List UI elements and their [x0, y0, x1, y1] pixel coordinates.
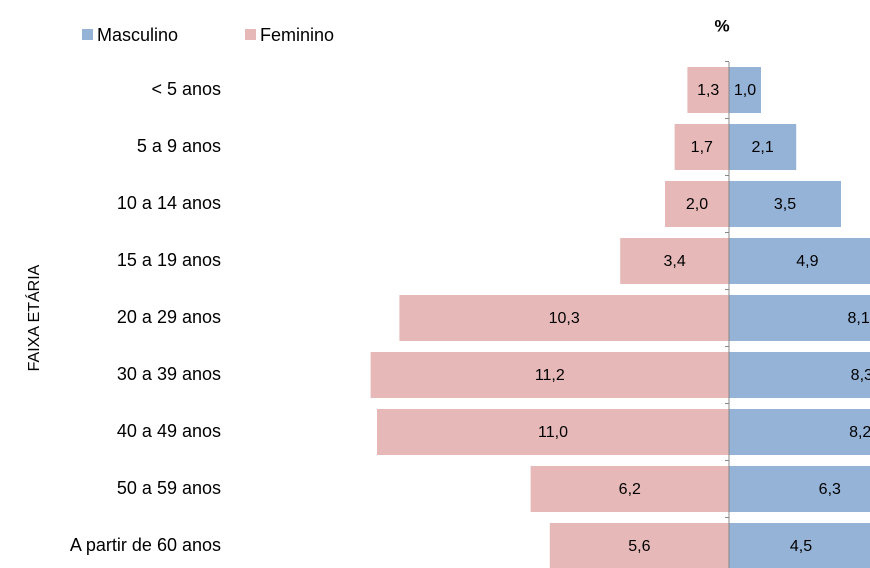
y-tick-label: < 5 anos: [151, 79, 221, 99]
bar: [370, 352, 729, 398]
bar: [729, 523, 870, 568]
data-label: 10,3: [549, 310, 580, 327]
bar: [377, 409, 729, 455]
data-label: 4,5: [790, 538, 812, 555]
data-label: 3,5: [774, 196, 796, 213]
y-tick-label: 40 a 49 anos: [117, 421, 221, 441]
data-label: 8,1: [847, 310, 869, 327]
bar: [729, 238, 870, 284]
y-tick-label: 30 a 39 anos: [117, 364, 221, 384]
bar: [549, 523, 729, 568]
bar: [729, 67, 761, 113]
y-axis-title: FAIXA ETÁRIA: [24, 264, 43, 371]
y-tick-label: 5 a 9 anos: [137, 136, 221, 156]
bar: [620, 238, 729, 284]
y-tick-label: A partir de 60 anos: [70, 535, 221, 555]
data-label: 3,4: [663, 253, 685, 270]
data-label: 4,9: [796, 253, 818, 270]
data-label: 11,2: [535, 367, 565, 384]
bar: [729, 124, 797, 170]
data-label: 2,0: [686, 196, 708, 213]
data-label: 6,2: [619, 481, 641, 498]
bar: [729, 466, 870, 512]
data-label: 1,0: [734, 82, 756, 99]
bar: [674, 124, 729, 170]
bar: [729, 181, 841, 227]
bar: [687, 67, 729, 113]
y-tick-label: 15 a 19 anos: [117, 250, 221, 270]
data-label: 5,6: [628, 538, 650, 555]
data-label: 8,2: [849, 424, 870, 441]
legend-swatch: [82, 29, 93, 40]
legend-label: Masculino: [97, 25, 178, 45]
bar: [729, 295, 870, 341]
legend-label: Feminino: [260, 25, 334, 45]
x-axis-title: %: [714, 16, 729, 35]
bar: [729, 352, 870, 398]
legend-swatch: [245, 29, 256, 40]
y-tick-label: 50 a 59 anos: [117, 478, 221, 498]
data-label: 11,0: [538, 424, 568, 441]
bar: [530, 466, 729, 512]
data-label: 1,3: [697, 82, 719, 99]
data-label: 8,3: [851, 367, 870, 384]
y-tick-label: 20 a 29 anos: [117, 307, 221, 327]
bar: [729, 409, 870, 455]
data-label: 1,7: [691, 139, 713, 156]
bar: [399, 295, 729, 341]
y-tick-label: 10 a 14 anos: [117, 193, 221, 213]
data-label: 2,1: [751, 139, 773, 156]
bar: [665, 181, 729, 227]
data-label: 6,3: [819, 481, 841, 498]
